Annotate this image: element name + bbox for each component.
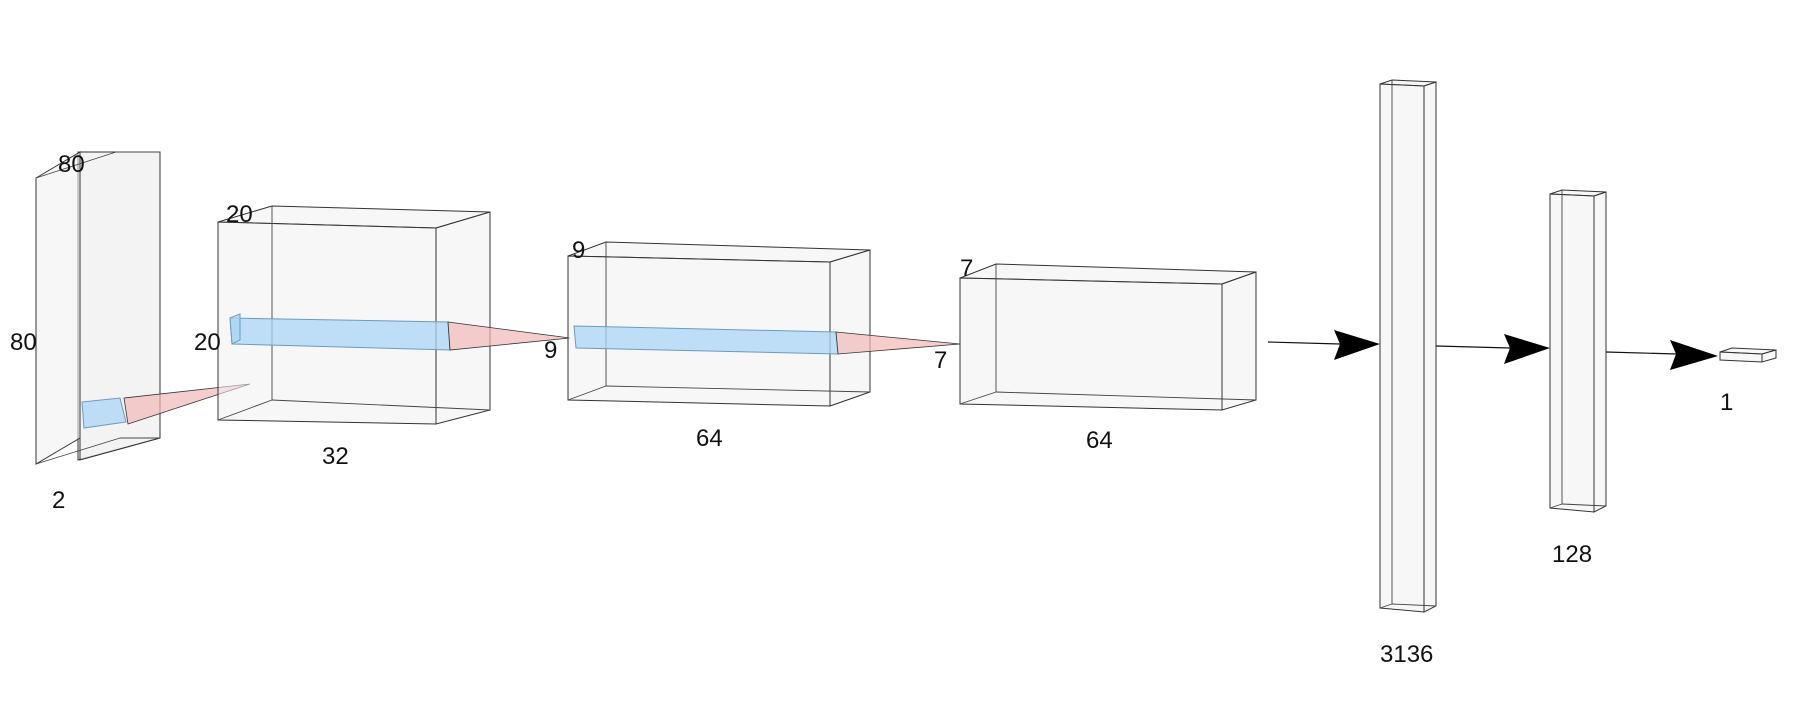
- conv1-kernel: [229, 317, 451, 351]
- conv1-to-conv2-cone: [447, 321, 571, 351]
- conv1-right-face: [435, 211, 491, 425]
- layer-flatten: [1379, 79, 1437, 613]
- conv2-depth-label: 64: [696, 425, 723, 452]
- flatten-right-face: [1423, 81, 1437, 613]
- layer-input: [35, 151, 251, 465]
- kernel-label-conv2-conv3: 7: [934, 347, 947, 374]
- dense-size-label: 128: [1552, 541, 1592, 568]
- input-height-label: 80: [10, 329, 37, 356]
- conv1-kernel-side: [229, 313, 241, 345]
- conv2-right-face: [829, 249, 871, 407]
- layer-conv1: [217, 205, 571, 425]
- layer-conv3: [959, 263, 1257, 411]
- arrow-conv3-to-flatten: [1267, 330, 1380, 360]
- input-depth-label: 2: [52, 487, 65, 514]
- layer-conv2: [567, 241, 961, 407]
- conv1-width-label: 20: [226, 201, 253, 228]
- input-kernel: [81, 397, 127, 429]
- conv1-height-label: 20: [194, 329, 221, 356]
- dense-right-face: [1593, 191, 1607, 513]
- arrow-dense-to-output: [1605, 340, 1718, 370]
- conv3-width-label: 7: [960, 255, 973, 282]
- dense-front-face: [1549, 193, 1595, 513]
- layer-dense: [1549, 189, 1607, 513]
- conv2-to-conv3-cone: [835, 331, 961, 355]
- conv3-front-face: [959, 277, 1223, 411]
- kernel-label-conv1-conv2: 9: [544, 337, 557, 364]
- output-right-face: [1761, 349, 1777, 363]
- conv1-depth-label: 32: [322, 443, 349, 470]
- conv2-width-label: 9: [572, 237, 585, 264]
- input-front-face: [35, 151, 81, 465]
- input-width-label: 80: [58, 151, 85, 178]
- flatten-front-face: [1379, 83, 1425, 613]
- output-front-face: [1719, 351, 1763, 363]
- conv3-depth-label: 64: [1086, 427, 1113, 454]
- output-size-label: 1: [1720, 389, 1733, 416]
- layer-output: [1719, 347, 1777, 363]
- conv3-right-face: [1221, 271, 1257, 411]
- flatten-size-label: 3136: [1380, 641, 1433, 668]
- arrow-flatten-to-dense: [1435, 334, 1550, 364]
